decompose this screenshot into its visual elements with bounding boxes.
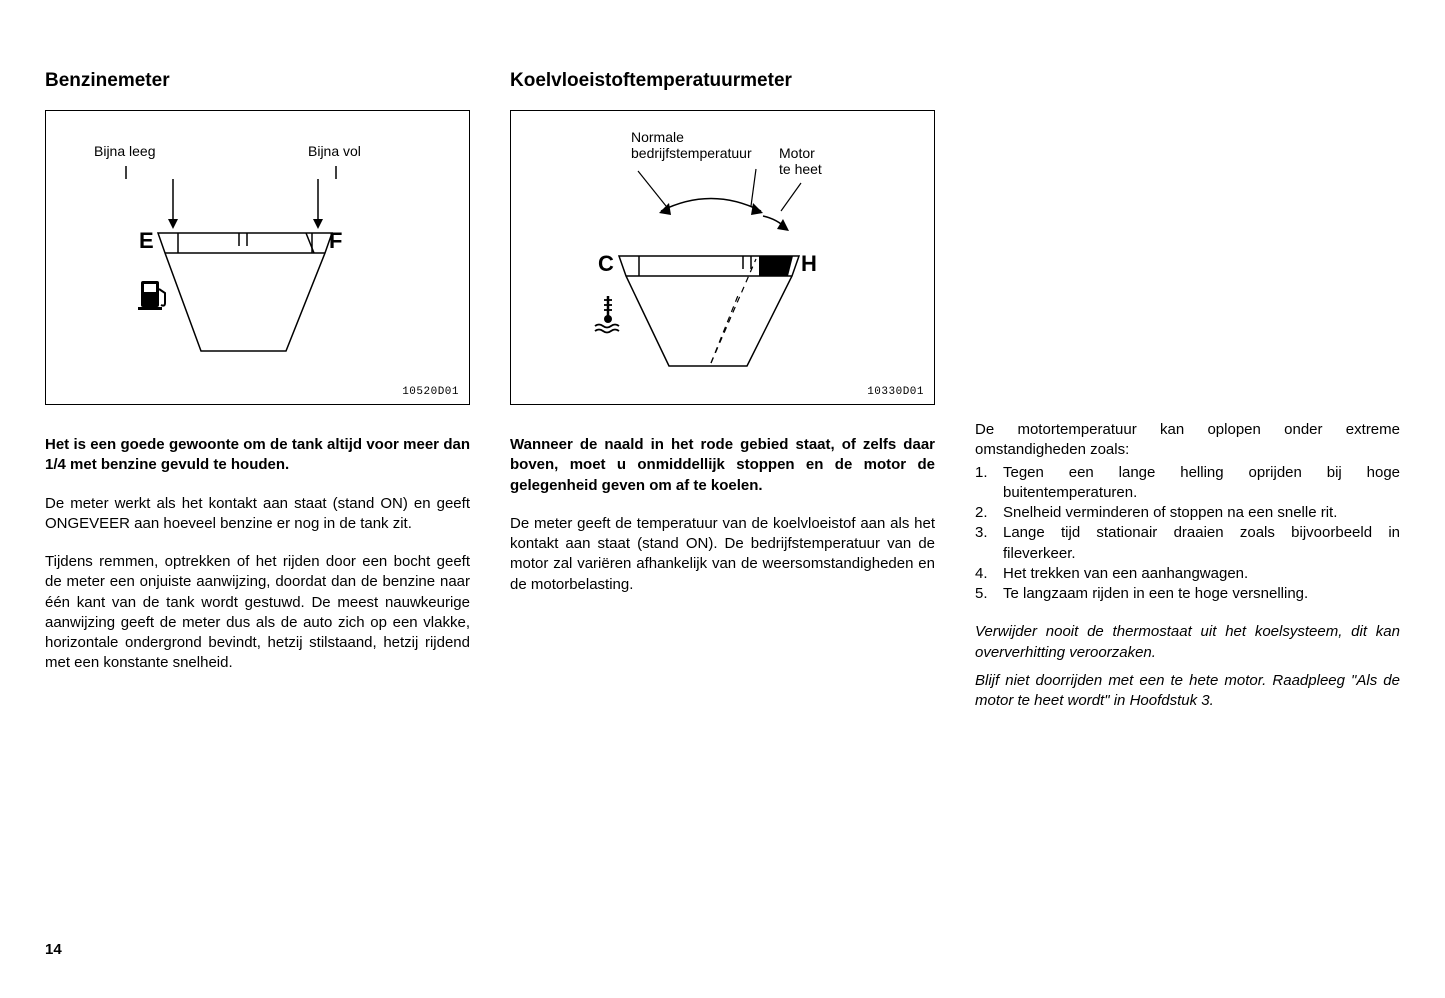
fuel-pump-icon [138, 281, 165, 310]
heading-fuel-gauge: Benzinemeter [45, 70, 470, 92]
column-3: De motortemperatuur kan oplopen onder ex… [975, 70, 1400, 719]
figure-id-coolant: 10330D01 [867, 386, 924, 398]
figure-id-fuel: 10520D01 [402, 386, 459, 398]
list-item: 3.Lange tijd stationair draaien zoals bi… [975, 523, 1400, 564]
heading-coolant-temp: Koelvloeistoftemperatuurmeter [510, 70, 935, 92]
coolant-para-1: De meter geeft de temperatuur van de koe… [510, 514, 935, 595]
coolant-gauge-diagram [511, 111, 906, 406]
coolant-bold-note: Wanneer de naald in het rode gebied staa… [510, 435, 935, 496]
fuel-gauge-diagram [46, 111, 441, 406]
list-item: 5.Te langzaam rijden in een te hoge vers… [975, 584, 1400, 604]
column-2: Koelvloeistoftemperatuurmeter Normale be… [510, 70, 935, 719]
figure-coolant-temp: Normale bedrijfstemperatuur Motor te hee… [510, 110, 935, 405]
fuel-bold-note: Het is een goede gewoonte om de tank alt… [45, 435, 470, 476]
fuel-para-2: Tijdens remmen, optrekken of het rijden … [45, 552, 470, 674]
warning-hot-engine: Blijf niet doorrijden met een te hete mo… [975, 671, 1400, 712]
warning-thermostat: Verwijder nooit de thermostaat uit het k… [975, 622, 1400, 663]
thermometer-icon [595, 296, 619, 333]
list-item: 2.Snelheid verminderen of stoppen na een… [975, 503, 1400, 523]
figure-fuel-gauge: Bijna leeg Bijna vol E F [45, 110, 470, 405]
fuel-para-1: De meter werkt als het kontakt aan staat… [45, 494, 470, 535]
column-1: Benzinemeter Bijna leeg Bijna vol E F [45, 70, 470, 719]
conditions-list: 1.Tegen een lange helling oprijden bij h… [975, 463, 1400, 605]
list-item: 1.Tegen een lange helling oprijden bij h… [975, 463, 1400, 504]
page-number: 14 [45, 941, 62, 958]
manual-page: Benzinemeter Bijna leeg Bijna vol E F [45, 70, 1400, 719]
list-item: 4.Het trekken van een aanhangwagen. [975, 564, 1400, 584]
conditions-intro: De motortemperatuur kan oplopen onder ex… [975, 420, 1400, 461]
